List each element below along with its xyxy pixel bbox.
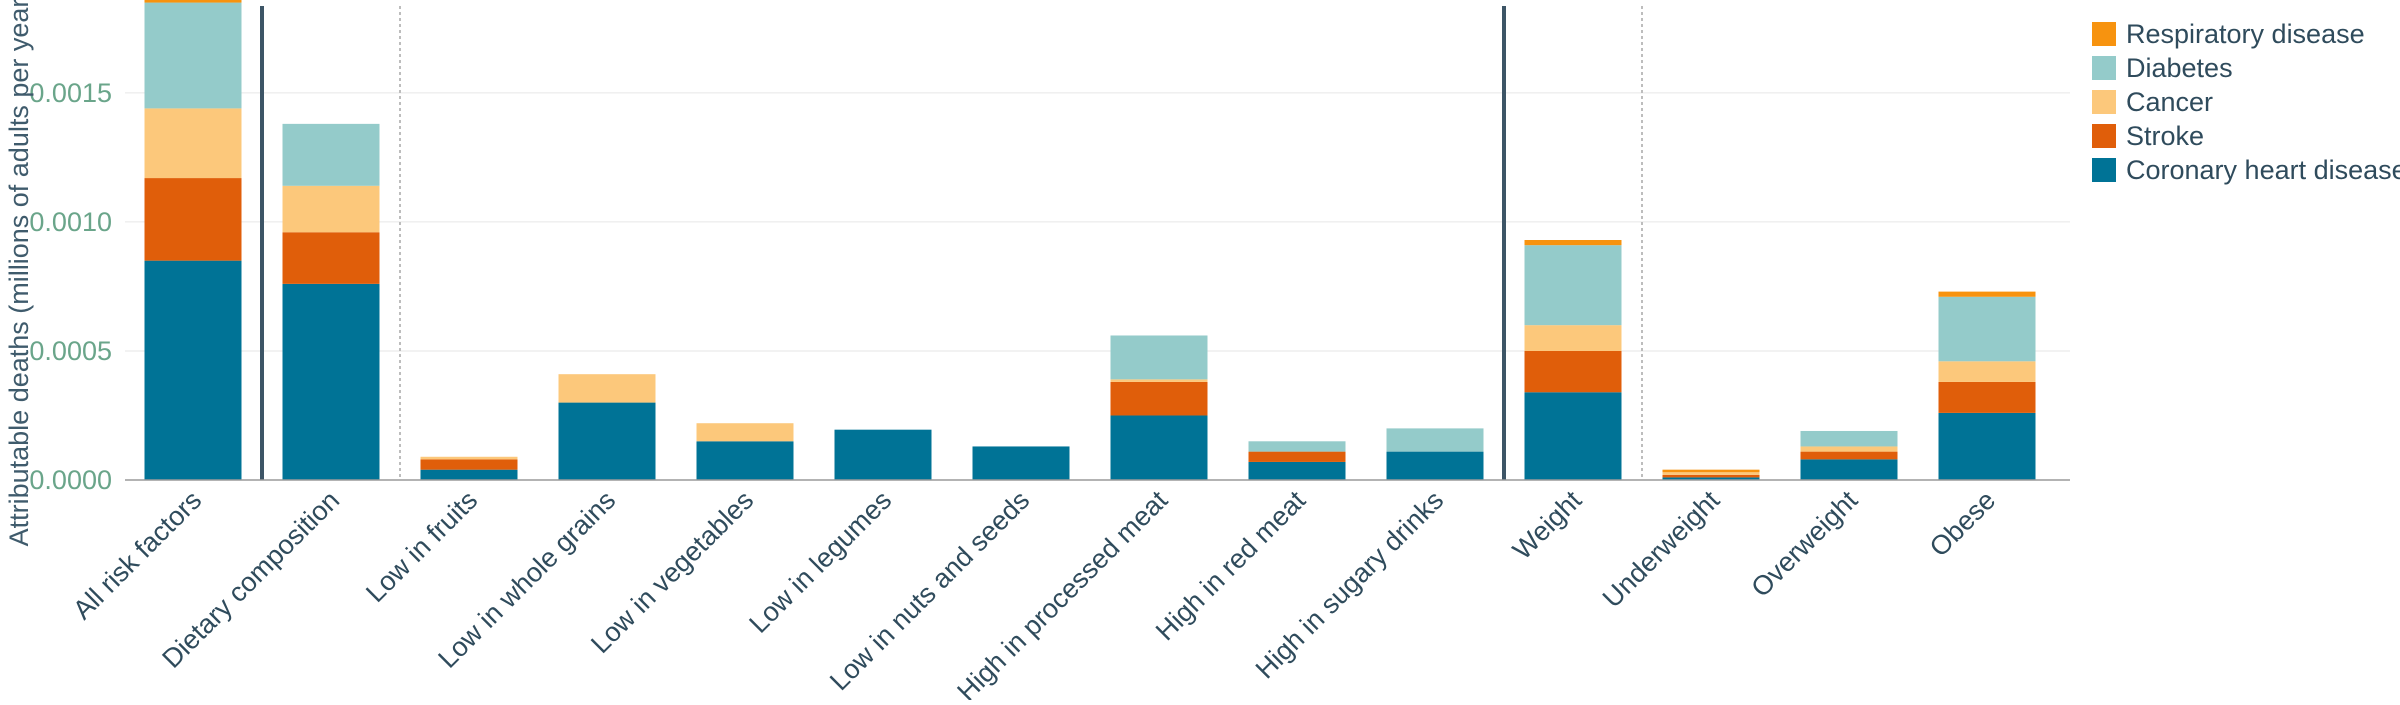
y-tick-label: 0.0005 (29, 336, 112, 366)
legend-label[interactable]: Respiratory disease (2126, 19, 2365, 49)
bar-segment[interactable] (144, 260, 242, 480)
bar-segment[interactable] (834, 429, 932, 480)
gridlines (125, 92, 2070, 352)
x-tick-label: Low in legumes (743, 485, 897, 639)
bar-segment[interactable] (1662, 474, 1760, 478)
bar-segment[interactable] (420, 456, 518, 460)
bars (144, 0, 2036, 480)
bar-segment[interactable] (144, 0, 242, 3)
bar-segment[interactable] (1662, 477, 1760, 480)
legend-label[interactable]: Coronary heart disease (2126, 155, 2400, 185)
x-tick-label: Overweight (1745, 485, 1863, 603)
bar-segment[interactable] (558, 402, 656, 480)
bar-segment[interactable] (1938, 412, 2036, 480)
bar-segment[interactable] (972, 446, 1070, 480)
bar-segment[interactable] (696, 423, 794, 442)
x-tick-label: Obese (1924, 485, 2001, 562)
bar-segment[interactable] (1800, 430, 1898, 447)
bar-segment[interactable] (1938, 381, 2036, 413)
y-tick-labels: 0.0000 0.0005 0.0010 0.0015 (29, 78, 112, 495)
bar-segment[interactable] (144, 178, 242, 261)
legend-swatch (2092, 56, 2116, 80)
bar-segment[interactable] (1662, 469, 1760, 473)
x-tick-label: Underweight (1597, 485, 1726, 614)
bar-segment[interactable] (1248, 441, 1346, 452)
bar-segment[interactable] (1524, 245, 1622, 326)
y-axis-label: Attributable deaths (millions of adults … (4, 0, 34, 546)
bar-segment[interactable] (420, 469, 518, 480)
bar-segment[interactable] (1248, 451, 1346, 462)
bar-segment[interactable] (1800, 451, 1898, 460)
bar-segment[interactable] (1110, 335, 1208, 380)
bar-segment[interactable] (1110, 381, 1208, 416)
legend: Respiratory disease Diabetes Cancer Stroke C… (2092, 19, 2400, 185)
bar-segment[interactable] (282, 123, 380, 186)
bar-segment[interactable] (282, 185, 380, 233)
bar-segment[interactable] (1524, 350, 1622, 393)
x-tick-label: Low in fruits (360, 485, 483, 608)
bar-segment[interactable] (282, 283, 380, 480)
y-tick-label: 0.0015 (29, 78, 112, 108)
bar-segment[interactable] (558, 374, 656, 403)
bar-segment[interactable] (282, 232, 380, 284)
bar-segment[interactable] (1524, 325, 1622, 351)
bar-segment[interactable] (1110, 379, 1208, 382)
x-tick-label: All risk factors (67, 485, 207, 625)
bar-segment[interactable] (144, 2, 242, 109)
y-tick-label: 0.0010 (29, 207, 112, 237)
bar-segment[interactable] (420, 459, 518, 470)
legend-label[interactable]: Cancer (2126, 87, 2213, 117)
legend-label[interactable]: Stroke (2126, 121, 2204, 151)
bar-segment[interactable] (1248, 461, 1346, 480)
y-tick-label: 0.0000 (29, 465, 112, 495)
x-tick-label: High in red meat (1150, 485, 1312, 647)
bar-segment[interactable] (1524, 240, 1622, 246)
legend-swatch (2092, 124, 2116, 148)
legend-swatch (2092, 22, 2116, 46)
bar-segment[interactable] (1938, 291, 2036, 297)
bar-segment[interactable] (1386, 428, 1484, 452)
bar-segment[interactable] (1938, 361, 2036, 382)
bar-segment[interactable] (696, 441, 794, 480)
bar-segment[interactable] (1386, 451, 1484, 480)
legend-swatch (2092, 158, 2116, 182)
bar-segment[interactable] (1110, 415, 1208, 480)
bar-segment[interactable] (144, 108, 242, 179)
separators (260, 6, 1643, 480)
bar-segment[interactable] (1800, 459, 1898, 480)
bar-segment[interactable] (1938, 296, 2036, 362)
bar-segment[interactable] (1662, 472, 1760, 475)
legend-swatch (2092, 90, 2116, 114)
x-tick-label: Weight (1507, 485, 1588, 566)
bar-segment[interactable] (1800, 446, 1898, 452)
bar-segment[interactable] (1524, 392, 1622, 480)
legend-label[interactable]: Diabetes (2126, 53, 2233, 83)
